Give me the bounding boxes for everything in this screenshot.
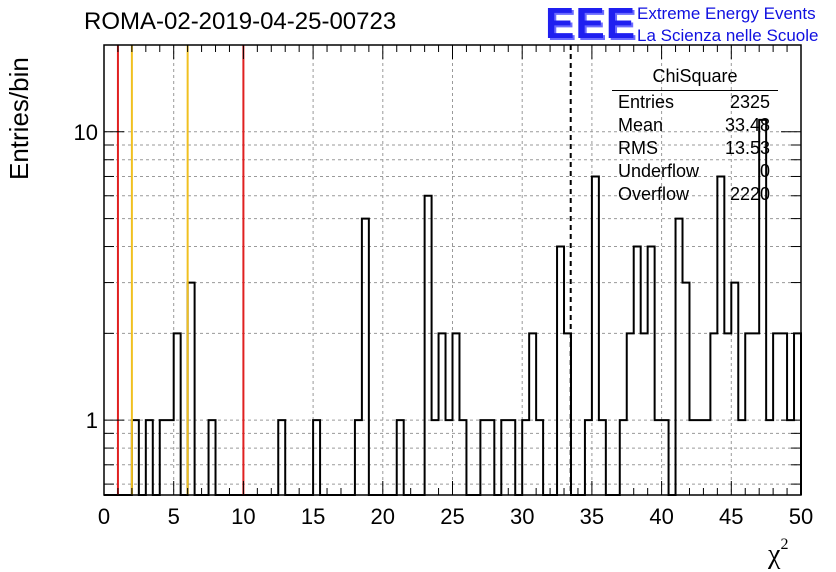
histogram-bin <box>592 176 599 495</box>
stats-value: 13.53 <box>724 138 770 158</box>
histogram-bin <box>188 283 195 495</box>
stats-row-mean: Mean 33.48 <box>612 114 778 137</box>
histogram-bin <box>453 333 460 495</box>
x-axis-label: χ2 <box>768 536 789 570</box>
stats-key: Underflow <box>618 161 700 181</box>
histogram-bin <box>676 219 683 495</box>
logo-text: EEE <box>545 0 637 48</box>
x-tick-label: 5 <box>168 504 180 529</box>
histogram-bin <box>717 176 724 495</box>
histogram-bin <box>529 333 536 495</box>
x-tick-label: 50 <box>789 504 813 529</box>
stats-row-underflow: Underflow 0 <box>612 160 778 183</box>
histogram-bin <box>648 247 655 495</box>
stats-value: 2220 <box>729 184 770 204</box>
histogram-bin <box>745 333 752 495</box>
stats-key: Overflow <box>618 184 690 204</box>
logo-subtitle-2: La Scienza nelle Scuole <box>637 26 819 45</box>
histogram-bin <box>627 333 634 495</box>
logo-subtitle-1: Extreme Energy Events <box>637 4 816 23</box>
stats-key: Entries <box>618 92 675 112</box>
x-tick-label: 45 <box>719 504 743 529</box>
histogram-bin <box>683 283 690 495</box>
stats-box: ChiSquare Entries 2325 Mean 33.48 RMS 13… <box>612 66 778 206</box>
x-tick-label: 15 <box>301 504 325 529</box>
histogram-bin <box>752 333 759 495</box>
histogram-bin <box>425 196 432 495</box>
stats-value: 33.48 <box>724 115 770 135</box>
stats-value: 2325 <box>729 92 770 112</box>
stats-value: 0 <box>759 161 770 181</box>
stats-title: ChiSquare <box>612 66 778 91</box>
x-tick-label: 10 <box>231 504 255 529</box>
histogram-bin <box>710 333 717 495</box>
chart-title: ROMA-02-2019-04-25-00723 <box>84 8 397 35</box>
histogram-bin <box>773 333 780 495</box>
histogram-bin <box>731 283 738 495</box>
y-tick-label: 10 <box>74 120 98 145</box>
histogram-bin <box>362 219 369 495</box>
x-tick-label: 35 <box>580 504 604 529</box>
stats-row-rms: RMS 13.53 <box>612 137 778 160</box>
histogram-bin <box>174 333 181 495</box>
x-tick-label: 25 <box>440 504 464 529</box>
y-tick-label: 1 <box>86 408 98 433</box>
histogram-bin <box>439 333 446 495</box>
histogram-bin <box>780 333 787 495</box>
x-tick-label: 20 <box>371 504 395 529</box>
histogram-bin <box>724 333 731 495</box>
stats-row-entries: Entries 2325 <box>612 91 778 114</box>
stats-row-overflow: Overflow 2220 <box>612 183 778 206</box>
histogram-bin <box>641 333 648 495</box>
x-tick-label: 0 <box>98 504 110 529</box>
x-tick-label: 40 <box>649 504 673 529</box>
stats-key: RMS <box>618 138 658 158</box>
stats-key: Mean <box>618 115 664 135</box>
histogram-bin <box>634 247 641 495</box>
histogram-bin <box>794 333 801 495</box>
x-tick-label: 30 <box>510 504 534 529</box>
histogram-bin <box>557 247 564 495</box>
